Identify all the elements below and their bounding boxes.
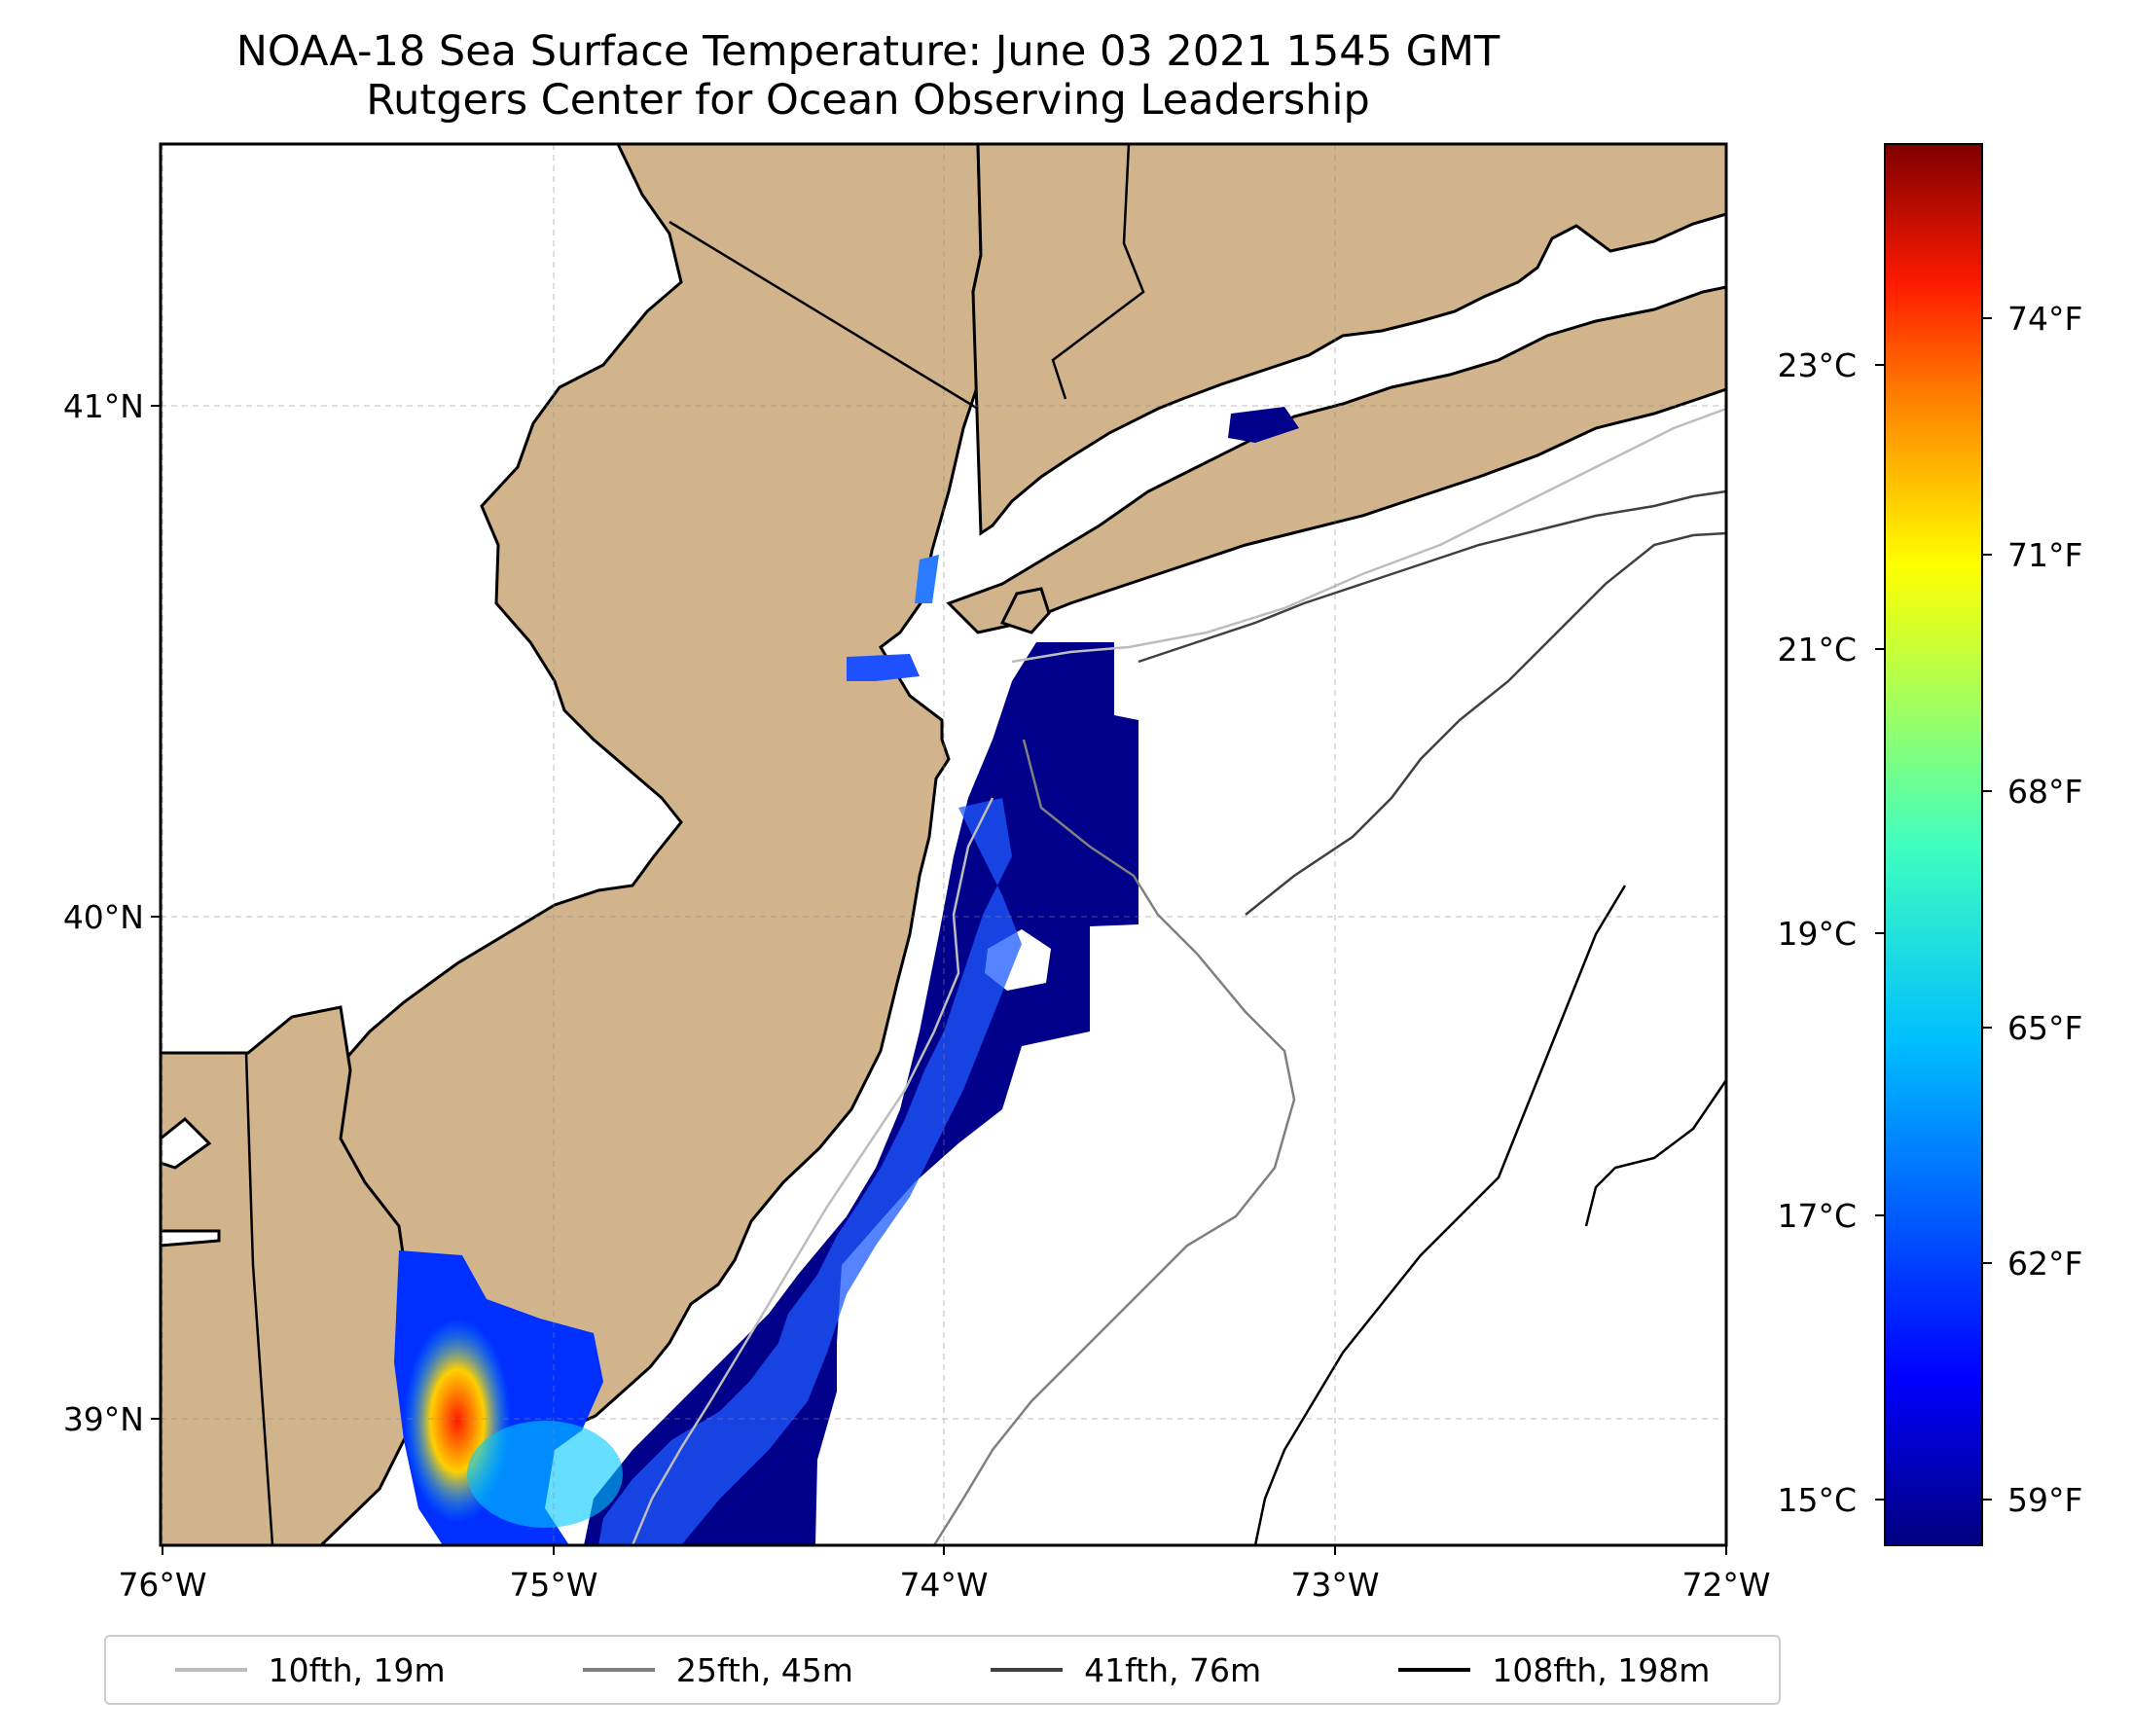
cb-celsius-21: 21°C (1777, 631, 1857, 669)
land-staten-island (999, 587, 1051, 634)
land-delaware (161, 1005, 430, 1545)
legend-item-10fth: 10fth, 19m (174, 1650, 446, 1689)
state-border-pa-nj (244, 1052, 274, 1545)
sst-hudson (915, 555, 939, 603)
title-line-2: Rutgers Center for Ocean Observing Leade… (366, 76, 1370, 125)
contour-108fth-east (1584, 1079, 1726, 1227)
legend-swatch-41fth (991, 1668, 1064, 1672)
lat-ticks (151, 405, 161, 1420)
cb-celsius-23: 23°C (1777, 346, 1857, 384)
legend-label-41fth: 41fth, 76m (1084, 1650, 1262, 1689)
gridlines (161, 144, 1726, 1545)
lon-label-75w: 75°W (509, 1566, 597, 1604)
contour-108fth (1253, 885, 1627, 1545)
lon-ticks (162, 1545, 1727, 1555)
lat-label-39: 39°N (63, 1400, 144, 1438)
legend-label-25fth: 25fth, 45m (675, 1650, 853, 1689)
state-border-ny-nj (669, 220, 979, 411)
cb-celsius-17: 17°C (1777, 1197, 1857, 1235)
contour-10fth-north (1011, 407, 1726, 664)
sst-cyan-halo (467, 1421, 623, 1528)
legend-label-108fth: 108fth, 198m (1492, 1650, 1711, 1689)
map-area (161, 144, 1726, 1545)
lon-label-73w: 73°W (1290, 1566, 1379, 1604)
cb-fahrenheit-71: 71°F (2007, 536, 2082, 574)
cb-celsius-15: 15°C (1777, 1481, 1857, 1519)
cb-celsius-19: 19°C (1777, 915, 1857, 953)
cb-fahrenheit-59: 59°F (2007, 1481, 2082, 1519)
contour-41fth (1138, 489, 1726, 664)
legend-label-10fth: 10fth, 19m (268, 1650, 446, 1689)
cb-fahrenheit-68: 68°F (2007, 773, 2082, 811)
lon-label-72w: 72°W (1681, 1566, 1770, 1604)
colorbar-fahrenheit-ticks (1982, 317, 1992, 1501)
legend-swatch-25fth (582, 1668, 655, 1672)
lon-label-74w: 74°W (899, 1566, 988, 1604)
contour-legend: 10fth, 19m 25fth, 45m 41fth, 76m 108fth,… (104, 1635, 1781, 1705)
legend-item-108fth: 108fth, 198m (1398, 1651, 1710, 1689)
colorbar (1884, 143, 1983, 1546)
lon-label-76w: 76°W (118, 1566, 206, 1604)
land-md-inlet (161, 1116, 221, 1248)
contour-10fth (631, 797, 994, 1545)
lat-label-41: 41°N (63, 387, 144, 425)
contour-25fth (932, 739, 1296, 1545)
sst-ny-harbor (847, 654, 920, 681)
land-ny-ct (971, 144, 1726, 536)
cb-fahrenheit-62: 62°F (2007, 1245, 2082, 1283)
legend-item-25fth: 25fth, 45m (582, 1650, 853, 1689)
contour-41fth-south (1245, 531, 1726, 916)
legend-swatch-10fth (174, 1668, 247, 1672)
state-border-ny-ct (1051, 144, 1145, 400)
land-long-island (946, 285, 1726, 634)
lat-label-40: 40°N (63, 898, 144, 936)
legend-item-41fth: 41fth, 76m (991, 1651, 1261, 1689)
cb-fahrenheit-74: 74°F (2007, 300, 2082, 338)
title-line-1: NOAA-18 Sea Surface Temperature: June 03… (235, 27, 1500, 76)
sst-li-sound (1228, 407, 1299, 443)
colorbar-celsius-ticks (1875, 364, 1885, 1501)
cb-fahrenheit-65: 65°F (2007, 1009, 2082, 1047)
legend-swatch-108fth (1398, 1668, 1471, 1672)
